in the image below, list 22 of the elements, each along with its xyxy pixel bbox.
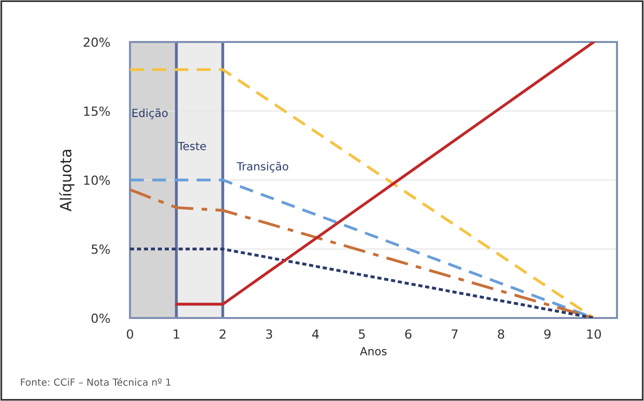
x-tick-label: 4 (312, 329, 319, 339)
x-tick-label: 1 (174, 329, 180, 339)
x-axis-title: Anos (360, 347, 387, 356)
x-tick-label: 7 (452, 329, 458, 339)
x-tick-label: 0 (126, 329, 134, 339)
x-tick-label: 6 (405, 329, 412, 339)
y-tick-label: 5% (92, 244, 110, 254)
annotation: Transição (236, 162, 288, 172)
y-tick-label: 20% (84, 37, 110, 47)
x-tick-label: 8 (498, 329, 504, 339)
y-tick-label: 10% (84, 175, 110, 185)
source-note: Fonte: CCiF – Nota Técnica nº 1 (20, 378, 170, 386)
y-tick-label: 0% (92, 313, 110, 323)
y-axis-title: Alíquota (59, 150, 74, 212)
x-tick-label: 10 (587, 329, 601, 339)
x-tick-label: 5 (358, 329, 365, 339)
band-label: Edição (132, 108, 168, 120)
band-label: Teste (178, 142, 206, 150)
y-tick-label: 15% (84, 106, 110, 116)
x-tick-label: 2 (220, 329, 226, 339)
x-tick-label: 3 (266, 329, 272, 339)
x-tick-label: 9 (544, 329, 551, 339)
